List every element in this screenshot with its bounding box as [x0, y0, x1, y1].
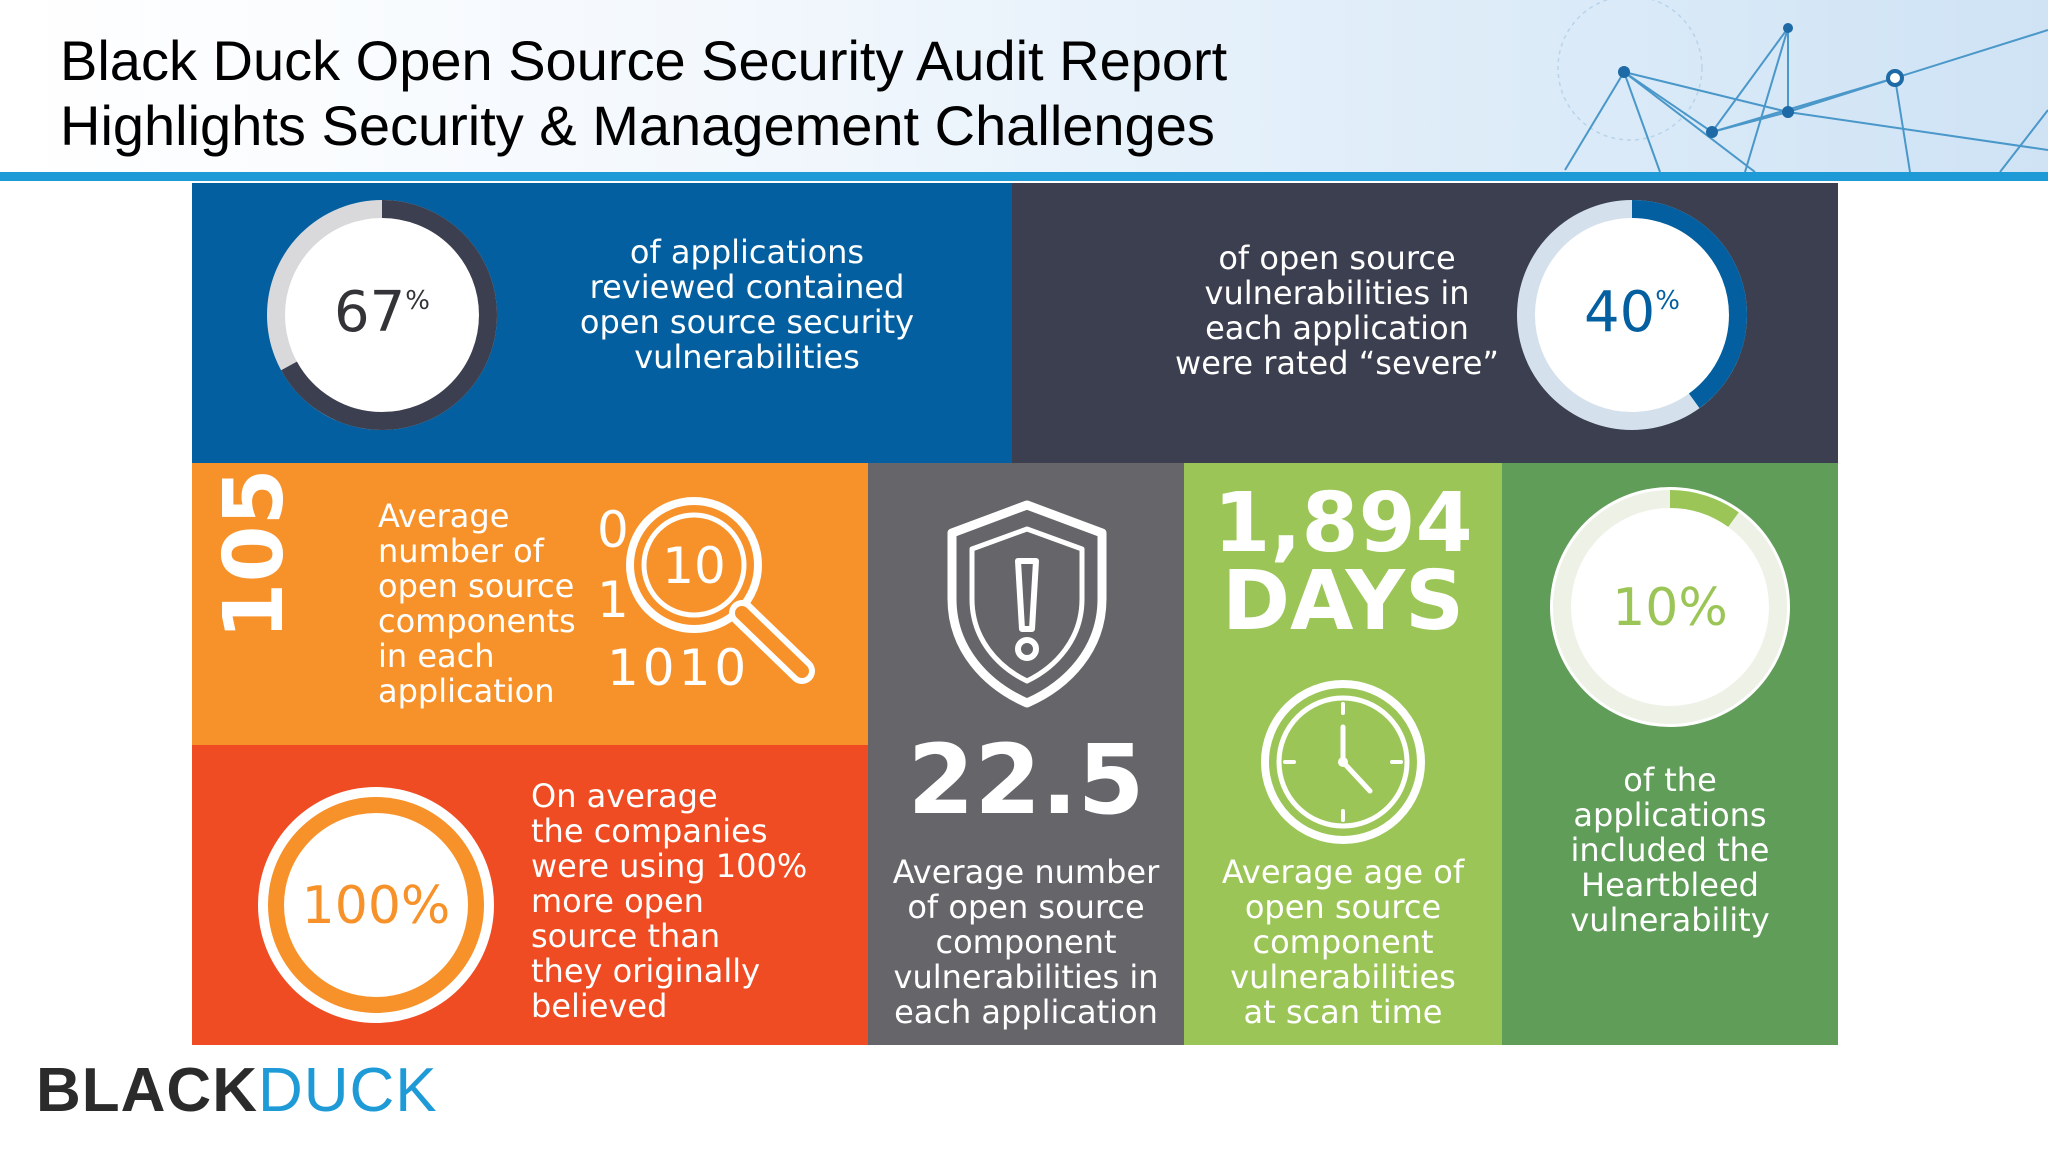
ring-67-progress — [267, 200, 497, 430]
stat-40-unit: % — [1655, 286, 1680, 316]
stat-22-5-line: each application — [894, 993, 1158, 1031]
stat-100-value: 100% — [302, 876, 451, 936]
stat-10-line: included the — [1570, 831, 1770, 869]
stat-100-line: the companies — [531, 812, 768, 850]
stat-100-line: believed — [531, 987, 668, 1025]
ring-chart-10: 10% — [1550, 487, 1790, 727]
stat-100-line: more open — [531, 882, 704, 920]
stat-22-5-description: Average number of open source component … — [868, 855, 1184, 1030]
stat-105-line: number of — [378, 532, 544, 570]
ring-40-progress — [1517, 200, 1747, 430]
stat-67-unit: % — [405, 286, 430, 316]
stat-panel-components: 105 Average number of open source compon… — [192, 463, 868, 745]
header-banner: Black Duck Open Source Security Audit Re… — [0, 0, 2048, 174]
stat-panel-age: 1,894 DAYS Average age of open source co… — [1184, 463, 1502, 1045]
stat-67-line: reviewed contained — [589, 268, 905, 306]
network-graphic — [1557, 0, 2048, 172]
stat-22-5-value: 22.5 — [907, 724, 1145, 836]
title-line-2: Highlights Security & Management Challen… — [60, 94, 1215, 157]
stat-22-5-line: component — [935, 923, 1117, 961]
blackduck-logo: BLACKDUCK — [36, 1056, 438, 1126]
shield-alert-icon — [947, 500, 1107, 708]
stat-days-unit: DAYS — [1221, 554, 1465, 649]
stat-days-line: at scan time — [1243, 993, 1443, 1031]
stat-105-value: 105 — [207, 468, 302, 640]
title-line-1: Black Duck Open Source Security Audit Re… — [60, 29, 1228, 92]
stat-40-line: vulnerabilities in — [1204, 274, 1470, 312]
stat-10-description: of the applications included the Heartbl… — [1502, 763, 1838, 938]
stat-105-description: Average number of open source components… — [378, 499, 608, 709]
stat-panel-severe: of open source vulnerabilities in each a… — [1012, 183, 1838, 463]
stat-22-5-line: Average number — [892, 853, 1160, 891]
header-rule — [0, 172, 2048, 181]
stat-10-line: vulnerability — [1570, 901, 1770, 939]
svg-text:40%: 40% — [1584, 280, 1680, 345]
stat-40-line: of open source — [1218, 239, 1456, 277]
stat-22-5-line: of open source — [907, 888, 1145, 926]
stat-days-description: Average age of open source component vul… — [1184, 855, 1502, 1030]
stat-67-value: 67 — [334, 280, 405, 345]
logo-duck-text: DUCK — [257, 1056, 438, 1125]
stat-100-description: On average the companies were using 100%… — [531, 779, 851, 1024]
page-title: Black Duck Open Source Security Audit Re… — [60, 28, 1227, 158]
stat-40-description: of open source vulnerabilities in each a… — [1132, 241, 1542, 381]
stat-105-line: in each — [378, 637, 495, 675]
binary-digit: 0 — [597, 501, 629, 559]
svg-text:67%: 67% — [334, 280, 430, 345]
ring-chart-67: 67% — [267, 200, 497, 430]
stat-panel-vulnerable-apps: 67% of applications reviewed contained o… — [192, 183, 1012, 463]
stat-67-line: open source security — [579, 303, 915, 341]
logo-black-text: BLACK — [36, 1056, 258, 1125]
stat-40-line: were rated “severe” — [1175, 344, 1499, 382]
stat-100-line: source than — [531, 917, 721, 955]
stat-days-line: vulnerabilities — [1230, 958, 1456, 996]
stat-days-line: Average age of — [1221, 853, 1465, 891]
stat-105-line: application — [378, 672, 555, 710]
ring-10-progress — [1553, 490, 1787, 724]
stat-10-line: applications — [1573, 796, 1767, 834]
stat-days-value: 1,894 — [1213, 476, 1473, 571]
stat-panel-heartbleed: 10% of the applications included the Hea… — [1502, 463, 1838, 1045]
stat-panel-vulns-per-app: 22.5 Average number of open source compo… — [868, 463, 1184, 1045]
stat-40-line: each application — [1205, 309, 1469, 347]
stat-100-line: they originally — [531, 952, 761, 990]
binary-digit: 1 — [597, 571, 629, 629]
stat-40-value: 40 — [1584, 280, 1655, 345]
clock-icon — [1261, 680, 1425, 844]
stat-100-line: On average — [531, 777, 718, 815]
binary-digit: 1010 — [607, 639, 751, 697]
stat-67-line: of applications — [629, 233, 865, 271]
stat-panel-underestimate: 100% On average the companies were using… — [192, 745, 868, 1045]
stat-105-line: Average — [378, 497, 510, 535]
stat-67-description: of applications reviewed contained open … — [522, 235, 972, 375]
stat-67-line: vulnerabilities — [634, 338, 860, 376]
stat-10-value: 10% — [1612, 578, 1728, 638]
infographic: 67% of applications reviewed contained o… — [192, 183, 1838, 1045]
stat-days-line: component — [1252, 923, 1434, 961]
stat-100-line: were using 100% — [531, 847, 808, 885]
stat-105-line: open source — [378, 567, 575, 605]
ring-chart-40: 40% — [1517, 200, 1747, 430]
stat-10-line: of the — [1623, 761, 1717, 799]
stat-days-line: open source — [1244, 888, 1442, 926]
magnifier-icon: 10 — [626, 497, 815, 684]
stat-10-line: Heartbleed — [1581, 866, 1759, 904]
stat-22-5-line: vulnerabilities in — [893, 958, 1159, 996]
magnifier-value: 10 — [662, 537, 726, 595]
ring-chart-100: 100% — [258, 787, 494, 1023]
stat-105-line: components — [378, 602, 576, 640]
